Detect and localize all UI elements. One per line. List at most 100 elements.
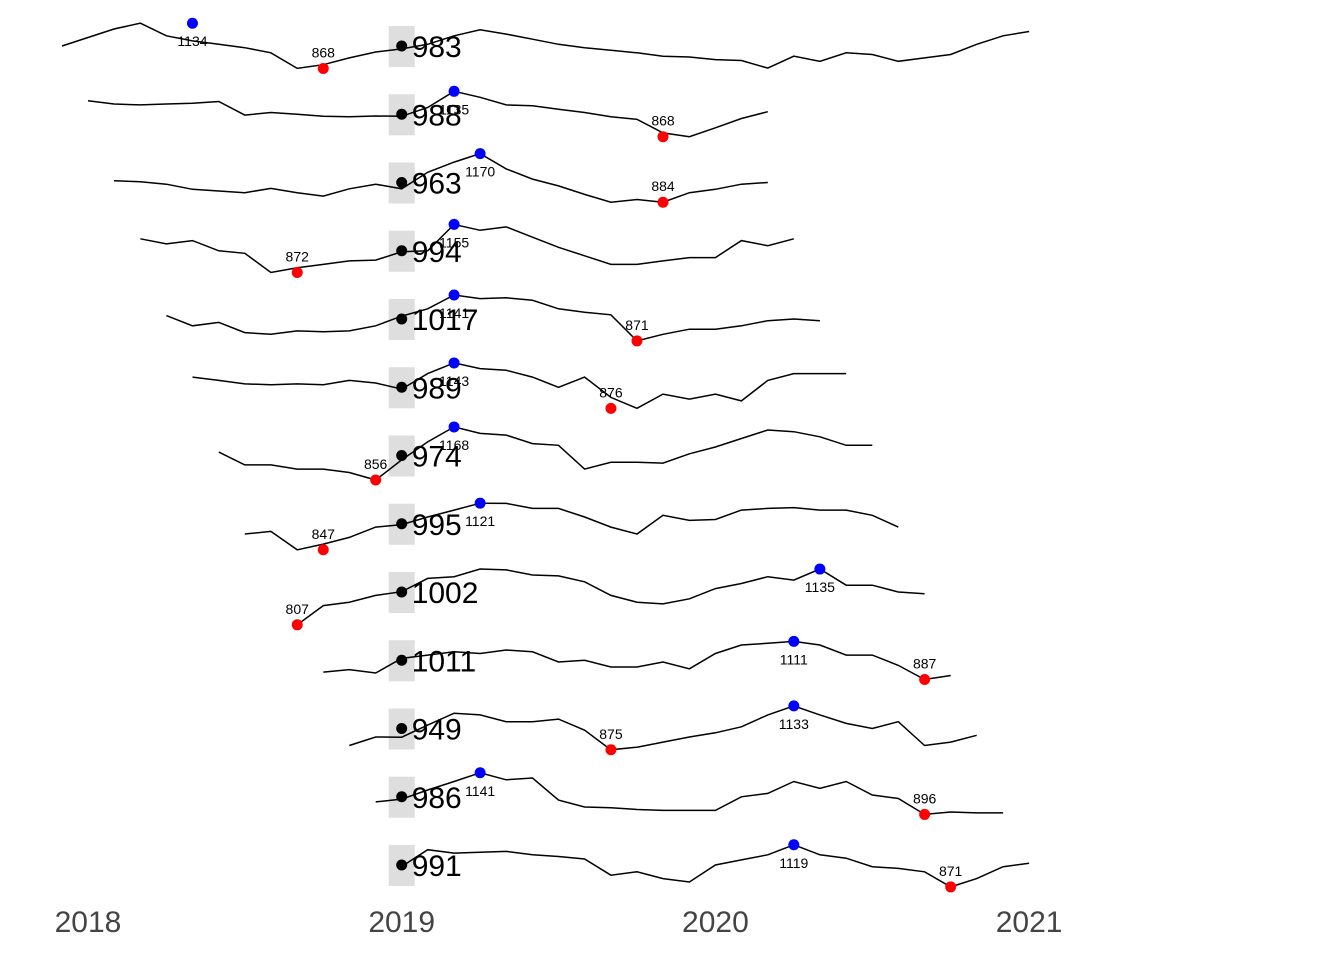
min-value-label: 871 bbox=[625, 317, 649, 333]
min-marker bbox=[317, 62, 329, 74]
start-marker bbox=[396, 313, 408, 325]
max-marker bbox=[788, 635, 800, 647]
start-value-label: 989 bbox=[412, 372, 462, 405]
max-value-label: 1121 bbox=[465, 513, 495, 529]
min-value-label: 871 bbox=[939, 863, 963, 879]
min-value-label: 875 bbox=[599, 726, 623, 742]
max-marker bbox=[448, 357, 460, 369]
start-value-label: 963 bbox=[412, 168, 462, 201]
series-line bbox=[61, 22, 1030, 70]
max-marker bbox=[474, 767, 486, 779]
start-value-label: 991 bbox=[412, 850, 462, 883]
max-marker bbox=[448, 421, 460, 433]
min-marker bbox=[370, 474, 382, 486]
start-value-label: 995 bbox=[412, 509, 462, 542]
start-marker bbox=[396, 40, 408, 52]
max-value-label: 1170 bbox=[465, 164, 495, 180]
start-value-label: 1011 bbox=[412, 645, 477, 678]
start-value-label: 994 bbox=[412, 236, 462, 269]
min-marker bbox=[291, 267, 303, 279]
x-tick-label: 2018 bbox=[55, 906, 122, 939]
start-marker bbox=[396, 791, 408, 803]
max-value-label: 1135 bbox=[805, 579, 835, 595]
min-value-label: 868 bbox=[312, 44, 336, 60]
start-marker bbox=[396, 108, 408, 120]
max-value-label: 1143 bbox=[439, 373, 469, 389]
series-line bbox=[401, 843, 1030, 888]
series-row: 1011 1111 887 bbox=[323, 635, 951, 685]
max-value-label: 1141 bbox=[465, 783, 495, 799]
series-row: 1002 1135 807 bbox=[286, 563, 925, 631]
max-marker bbox=[814, 563, 826, 575]
min-marker bbox=[317, 544, 329, 556]
start-marker bbox=[396, 177, 408, 188]
min-marker bbox=[945, 881, 957, 893]
min-marker bbox=[919, 673, 931, 685]
max-value-label: 1134 bbox=[177, 33, 207, 49]
max-marker bbox=[448, 289, 460, 301]
start-marker bbox=[396, 518, 408, 530]
max-value-label: 1168 bbox=[439, 437, 469, 453]
start-marker bbox=[396, 245, 408, 257]
min-marker bbox=[605, 402, 617, 414]
series-line bbox=[192, 362, 847, 410]
max-marker bbox=[474, 148, 486, 160]
start-marker bbox=[396, 723, 408, 734]
min-value-label: 896 bbox=[913, 790, 937, 806]
min-marker bbox=[291, 619, 303, 631]
x-tick-label: 2020 bbox=[682, 906, 749, 939]
max-marker bbox=[788, 700, 800, 712]
start-value-label: 949 bbox=[412, 714, 462, 747]
min-value-label: 847 bbox=[312, 526, 336, 542]
min-value-label: 872 bbox=[286, 249, 310, 265]
series-line bbox=[244, 502, 899, 551]
x-tick-label: 2021 bbox=[996, 906, 1063, 939]
max-marker bbox=[474, 497, 486, 509]
start-marker bbox=[396, 450, 408, 461]
max-value-label: 1111 bbox=[780, 651, 808, 667]
min-value-label: 884 bbox=[651, 178, 675, 194]
max-value-label: 1141 bbox=[439, 305, 469, 321]
min-value-label: 876 bbox=[599, 384, 623, 400]
start-value-label: 1017 bbox=[412, 304, 479, 337]
max-marker bbox=[788, 839, 800, 851]
series-line bbox=[166, 294, 820, 342]
start-marker bbox=[396, 381, 408, 393]
max-value-label: 1119 bbox=[779, 855, 808, 871]
min-value-label: 856 bbox=[364, 456, 388, 472]
start-value-label: 974 bbox=[412, 441, 462, 474]
min-marker bbox=[605, 744, 617, 756]
series-row: 991 1119 871 bbox=[388, 839, 1030, 893]
start-value-label: 1002 bbox=[412, 577, 479, 610]
min-value-label: 887 bbox=[913, 655, 937, 671]
series-row: 986 1141 896 bbox=[375, 767, 1004, 820]
series-line bbox=[323, 640, 951, 681]
series-row: 995 1121 847 bbox=[244, 497, 899, 556]
start-value-label: 988 bbox=[412, 99, 462, 132]
max-marker bbox=[448, 218, 460, 230]
x-axis: 2018 2019 2020 2021 bbox=[55, 906, 1063, 939]
series-line bbox=[140, 223, 794, 274]
series-row: 983 1134 868 bbox=[61, 17, 1030, 74]
series-line bbox=[349, 705, 977, 751]
x-tick-label: 2019 bbox=[368, 906, 435, 939]
start-marker bbox=[396, 654, 408, 666]
min-value-label: 868 bbox=[651, 113, 675, 129]
min-marker bbox=[657, 131, 669, 143]
start-marker bbox=[396, 859, 408, 871]
max-value-label: 1133 bbox=[779, 716, 809, 732]
max-marker bbox=[448, 85, 460, 97]
start-value-label: 983 bbox=[412, 31, 462, 64]
max-value-label: 1135 bbox=[439, 101, 469, 117]
max-value-label: 1155 bbox=[439, 234, 469, 250]
min-value-label: 807 bbox=[286, 601, 310, 617]
min-marker bbox=[657, 196, 669, 208]
start-value-label: 986 bbox=[412, 782, 462, 815]
min-marker bbox=[631, 335, 643, 347]
series-row: 963 1170 884 bbox=[113, 148, 768, 208]
